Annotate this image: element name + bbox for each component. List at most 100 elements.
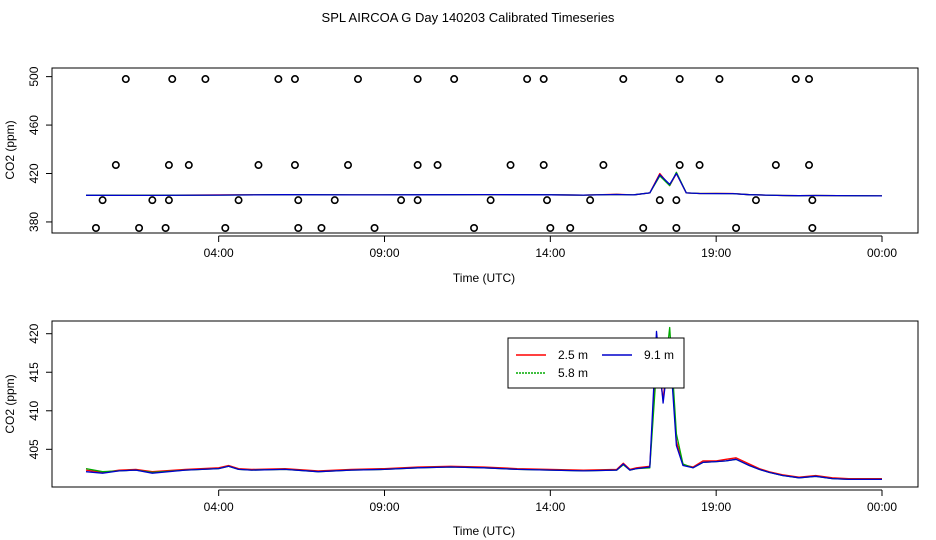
flag-point [317, 224, 326, 233]
flag-point [98, 196, 107, 205]
flag-point [805, 161, 814, 170]
flag-point [808, 224, 817, 233]
flag-point [148, 196, 157, 205]
flag-point [732, 224, 741, 233]
series-line-2-5-m [85, 172, 883, 197]
top-y-axis: 380 420 460 500 [27, 66, 53, 232]
flag-point [599, 161, 608, 170]
x-tick-label: 09:00 [369, 246, 399, 260]
series-line-5-8-m [85, 326, 882, 481]
flag-point [330, 196, 339, 205]
flag-point [221, 224, 230, 233]
flag-point [586, 196, 595, 205]
bottom-x-axis: 04:00 09:00 14:00 19:00 00:00 [204, 489, 897, 514]
y-tick-label: 405 [27, 439, 41, 459]
flag-point [121, 75, 130, 84]
y-tick-label: 380 [27, 212, 41, 232]
flag-point [370, 224, 379, 233]
top-series-lines [85, 171, 883, 197]
x-tick-label: 19:00 [701, 246, 731, 260]
bottom-y-axis-label: CO2 (ppm) [3, 374, 17, 433]
flag-point [675, 75, 684, 84]
flag-point [791, 75, 800, 84]
y-tick-label: 460 [27, 115, 41, 135]
y-tick-label: 415 [27, 362, 41, 382]
flag-point [672, 196, 681, 205]
y-tick-label: 410 [27, 400, 41, 420]
x-tick-label: 19:00 [701, 500, 731, 514]
bottom-series-lines [85, 326, 882, 481]
y-tick-label: 500 [27, 66, 41, 86]
flag-point [294, 224, 303, 233]
x-tick-label: 04:00 [204, 246, 234, 260]
x-tick-label: 04:00 [204, 500, 234, 514]
y-tick-label: 420 [27, 163, 41, 183]
series-line-2-5-m [85, 339, 882, 480]
x-tick-label: 00:00 [867, 500, 897, 514]
flag-point [715, 75, 724, 84]
flag-point [290, 161, 299, 170]
legend-box [507, 337, 685, 389]
flag-point [184, 161, 193, 170]
flag-point [619, 75, 628, 84]
flag-point [655, 196, 664, 205]
x-tick-label: 00:00 [867, 246, 897, 260]
series-line-9-1-m [85, 172, 883, 197]
flag-point [539, 75, 548, 84]
flag-point [805, 75, 814, 84]
flag-point [164, 196, 173, 205]
flag-point [254, 161, 263, 170]
series-line-9-1-m [85, 330, 882, 481]
flag-point [344, 161, 353, 170]
flag-point [290, 75, 299, 84]
top-y-axis-label: CO2 (ppm) [3, 120, 17, 179]
flag-point [274, 75, 283, 84]
bottom-panel: 04:00 09:00 14:00 19:00 00:00 405 410 415 420 T… [3, 320, 919, 538]
flag-point [450, 75, 459, 84]
flag-point [353, 75, 362, 84]
flag-point [751, 196, 760, 205]
legend: 2.5 m 5.8 m 9.1 m [507, 337, 685, 389]
flag-point [135, 224, 144, 233]
flag-point [523, 75, 532, 84]
top-x-axis: 04:00 09:00 14:00 19:00 00:00 [204, 235, 897, 260]
top-panel: 04:00 09:00 14:00 19:00 00:00 380 420 460 500 T… [3, 66, 919, 285]
flag-point [168, 75, 177, 84]
flag-point [546, 224, 555, 233]
flag-point [695, 161, 704, 170]
flag-point [639, 224, 648, 233]
flag-point [164, 161, 173, 170]
legend-label-9-1m: 9.1 m [644, 348, 674, 362]
flag-point [470, 224, 479, 233]
x-tick-label: 09:00 [369, 500, 399, 514]
flag-point [234, 196, 243, 205]
flag-point [675, 161, 684, 170]
legend-label-2-5m: 2.5 m [558, 348, 588, 362]
flag-point [413, 196, 422, 205]
flag-point [413, 161, 422, 170]
flag-point [808, 196, 817, 205]
x-tick-label: 14:00 [535, 246, 565, 260]
flag-point [294, 196, 303, 205]
flag-point [543, 196, 552, 205]
x-tick-label: 14:00 [535, 500, 565, 514]
flag-point [506, 161, 515, 170]
top-flag-points [91, 75, 817, 233]
top-plot-frame [51, 67, 919, 234]
flag-point [433, 161, 442, 170]
series-line-5-8-m [85, 171, 883, 197]
flag-point [161, 224, 170, 233]
top-x-axis-label: Time (UTC) [453, 271, 515, 285]
bottom-plot-frame [51, 320, 919, 488]
flag-point [397, 196, 406, 205]
figure-title: SPL AIRCOA G Day 140203 Calibrated Times… [322, 10, 615, 25]
flag-point [771, 161, 780, 170]
bottom-y-axis: 405 410 415 420 [27, 323, 53, 459]
flag-point [672, 224, 681, 233]
bottom-x-axis-label: Time (UTC) [453, 524, 515, 538]
flag-point [413, 75, 422, 84]
flag-point [91, 224, 100, 233]
legend-label-5-8m: 5.8 m [558, 366, 588, 380]
flag-point [566, 224, 575, 233]
